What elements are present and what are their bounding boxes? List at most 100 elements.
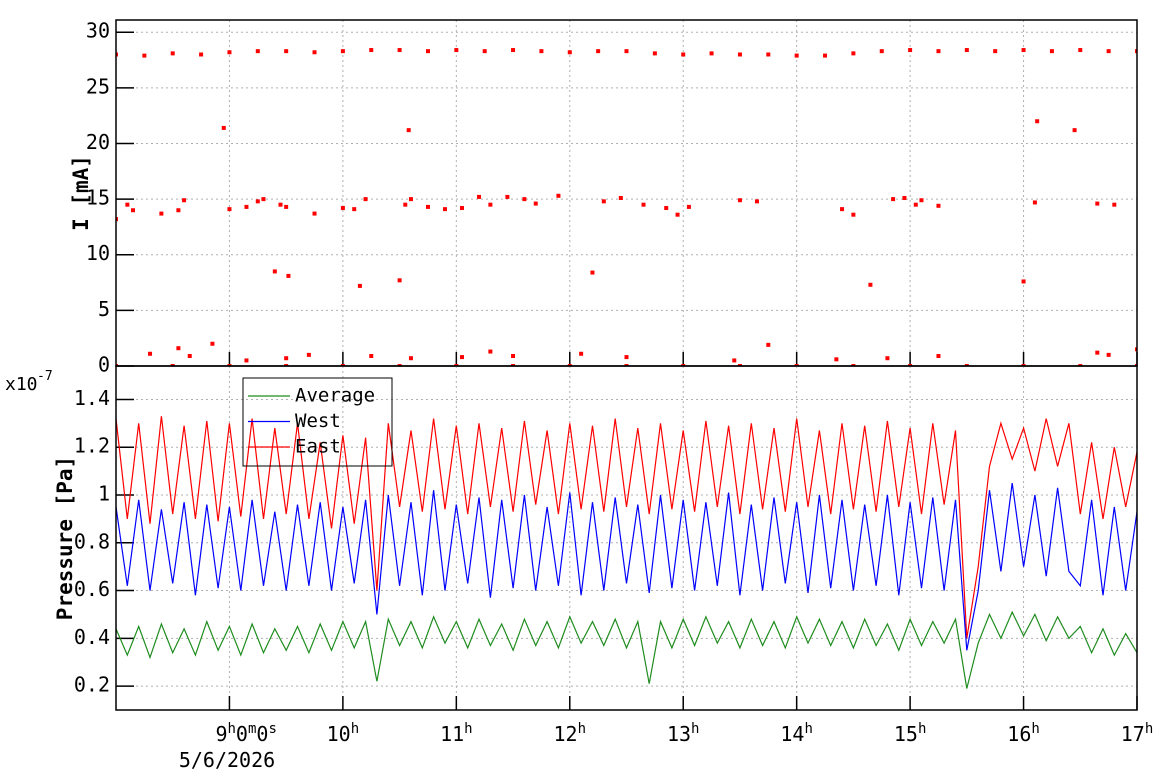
point [116, 52, 118, 57]
y-scale-base: x10 [5, 374, 38, 395]
point [868, 282, 873, 287]
point [511, 353, 516, 358]
point [851, 212, 856, 217]
point [1095, 350, 1100, 355]
point [579, 351, 584, 356]
point [652, 51, 657, 56]
point [1135, 347, 1137, 352]
point [675, 212, 680, 217]
x-tick-label: 10h [327, 721, 360, 746]
legend-label: East [295, 436, 341, 458]
y-tick-label: 0.4 [74, 625, 110, 649]
point [210, 341, 215, 346]
point [363, 197, 368, 202]
point [403, 202, 408, 207]
point [737, 198, 742, 203]
point [1095, 201, 1100, 206]
series-line [116, 610, 1137, 689]
y-tick-label: 30 [86, 19, 110, 43]
plot-area [116, 48, 1137, 366]
y-tick-label: 0.6 [74, 577, 110, 601]
series-line [116, 416, 1137, 639]
point [261, 197, 266, 202]
x-tick-label: 9h0m0s [215, 721, 276, 746]
point [754, 199, 759, 204]
point [601, 199, 606, 204]
point [244, 204, 249, 209]
point [1078, 48, 1083, 53]
point [794, 364, 799, 366]
point [244, 358, 249, 363]
point [1106, 352, 1111, 357]
y-tick-label: 25 [86, 74, 110, 98]
y-tick-label: 15 [86, 186, 110, 210]
point [1049, 49, 1054, 54]
point [408, 197, 413, 202]
y-tick-label: 10 [86, 241, 110, 265]
y-tick-label: 1.2 [74, 434, 110, 458]
point [406, 128, 411, 133]
point [255, 199, 260, 204]
point [408, 356, 413, 361]
point [148, 351, 153, 356]
point [590, 270, 595, 275]
point [624, 364, 629, 366]
point [1032, 200, 1037, 205]
point [913, 202, 918, 207]
x-tick-label: 15h [894, 721, 927, 746]
point [284, 204, 289, 209]
point [567, 50, 572, 55]
point [340, 206, 345, 211]
point [936, 203, 941, 208]
legend-box [242, 377, 393, 467]
point [278, 202, 283, 207]
point [116, 217, 118, 222]
point [1021, 364, 1026, 366]
point [488, 202, 493, 207]
y-tick-label: 5 [98, 297, 110, 321]
point [369, 353, 374, 358]
point [454, 48, 459, 53]
x-tick-label: 14h [780, 721, 813, 746]
point [823, 53, 828, 58]
point [908, 48, 913, 53]
point [131, 208, 136, 213]
point [460, 206, 465, 211]
point [794, 53, 799, 58]
point [357, 283, 362, 288]
point [312, 50, 317, 55]
point [964, 48, 969, 53]
point [170, 51, 175, 56]
point [919, 198, 924, 203]
point [993, 49, 998, 54]
point [159, 211, 164, 216]
point [851, 364, 856, 366]
x-tick-label: 12h [554, 721, 587, 746]
point [1021, 279, 1026, 284]
point [340, 49, 345, 54]
point [1078, 364, 1083, 366]
point [567, 364, 572, 366]
point [284, 356, 289, 361]
point [1035, 119, 1040, 124]
point [624, 49, 629, 54]
point [125, 202, 130, 207]
point [1106, 49, 1111, 54]
y-axis-title: I [mA] [69, 155, 93, 231]
point [851, 51, 856, 56]
point [477, 194, 482, 199]
point [664, 206, 669, 211]
legend-label: West [295, 410, 341, 432]
point [187, 353, 192, 358]
legend-label: Average [295, 385, 375, 407]
point [182, 198, 187, 203]
point [681, 52, 686, 57]
point [284, 364, 289, 366]
point [936, 353, 941, 358]
point [737, 364, 742, 366]
point [891, 197, 896, 202]
point [340, 364, 345, 366]
point [1135, 49, 1137, 54]
y-tick-label: 0.2 [74, 673, 110, 697]
